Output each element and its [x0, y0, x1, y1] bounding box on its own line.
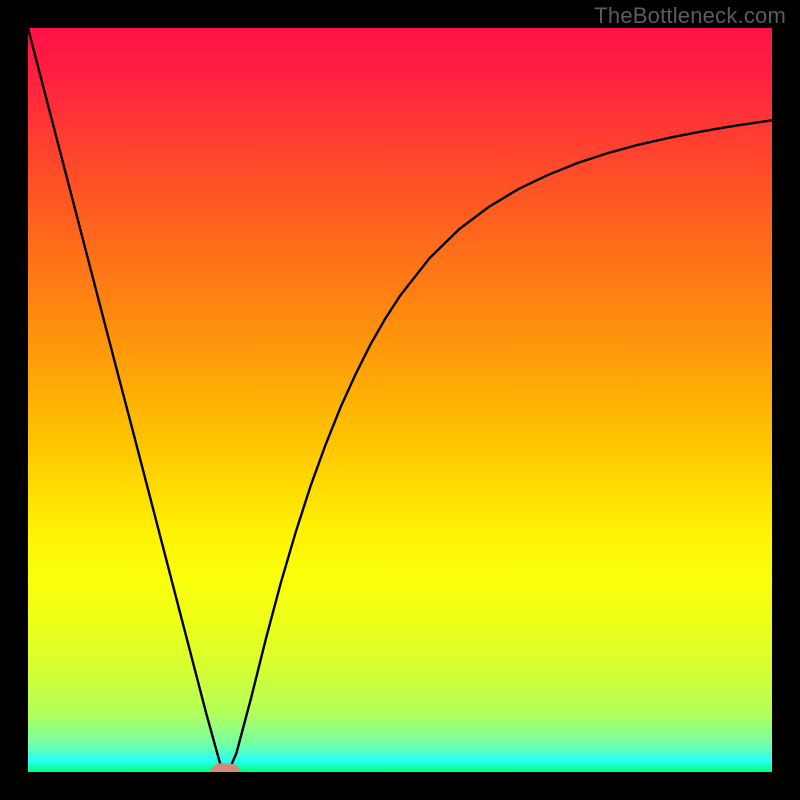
watermark-label: TheBottleneck.com — [594, 3, 786, 29]
bottleneck-chart — [0, 0, 800, 800]
minimum-marker — [211, 764, 239, 778]
chart-stage: { "meta": { "width": 800, "height": 800,… — [0, 0, 800, 800]
